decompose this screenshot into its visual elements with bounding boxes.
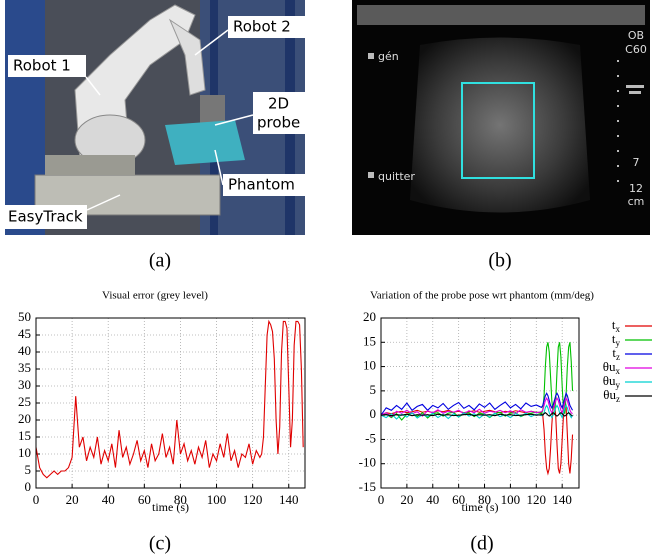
x-tick-label: 140 [552,492,572,507]
x-tick-label: 100 [501,492,521,507]
x-tick-label: 80 [174,492,187,507]
y-tick-label: 20 [363,309,376,324]
y-tick-label: 5 [370,382,377,397]
photo-label: EasyTrack [8,208,83,226]
data-line [380,412,573,417]
photo-label: 2D [268,95,289,113]
x-tick-label: 0 [378,492,385,507]
x-tick-label: 20 [400,492,413,507]
y-tick-label: 10 [18,445,31,460]
caption: (b) [488,250,511,272]
x-axis-label: time (s) [152,500,189,514]
us-text: gén [378,50,399,63]
data-line [35,319,304,479]
x-tick-label: 120 [527,492,547,507]
us-text: cm [628,195,645,208]
photo-label: Robot 1 [13,57,71,75]
y-tick-label: -15 [359,479,376,494]
plot-frame [35,317,306,489]
y-tick-label: 0 [25,479,32,494]
y-tick-label: 40 [18,343,31,358]
caption: (d) [470,533,493,555]
x-tick-label: 100 [207,492,227,507]
x-axis-label: time (s) [462,500,499,514]
photo-label: Phantom [228,176,295,194]
legend-label: θux [603,359,621,376]
data-line [380,396,573,418]
x-tick-label: 120 [243,492,263,507]
y-tick-label: 30 [18,377,31,392]
photo-label: probe [257,114,300,132]
x-tick-label: 60 [452,492,465,507]
y-tick-label: 45 [18,326,31,341]
legend-label: θuy [603,373,621,390]
y-tick-label: 20 [18,411,31,426]
data-line [380,391,574,416]
x-tick-label: 140 [279,492,299,507]
chart-title: Variation of the probe pose wrt phantom … [370,290,594,302]
y-tick-label: 15 [18,428,31,443]
us-text: OB [628,29,644,42]
photo-label: Robot 2 [233,18,291,36]
x-tick-label: 80 [478,492,491,507]
caption: (a) [149,250,171,272]
x-tick-label: 40 [426,492,439,507]
us-text: quitter [378,170,415,183]
caption: (c) [149,533,171,555]
y-tick-label: -5 [365,430,376,445]
us-text: 7 [633,156,640,169]
y-tick-label: 15 [363,333,376,348]
y-tick-label: 10 [363,358,376,373]
y-tick-label: -10 [359,455,376,470]
y-tick-label: 35 [18,360,31,375]
x-tick-label: 0 [33,492,40,507]
y-tick-label: 25 [18,394,31,409]
chart-title: Visual error (grey level) [102,290,208,302]
us-text: 12 [629,182,643,195]
plot-frame [380,317,580,489]
x-tick-label: 60 [138,492,151,507]
y-tick-label: 5 [25,462,32,477]
legend-label: tz [612,345,620,362]
y-tick-label: 50 [18,309,31,324]
legend-label: θuz [603,387,620,404]
legend-label: tx [612,317,621,334]
y-tick-label: 0 [370,406,377,421]
photo-a: Robot 1 Robot 2 2D probe Phantom EasyTra… [5,0,309,235]
legend-label: ty [612,331,621,348]
x-tick-label: 40 [102,492,115,507]
us-text: C60 [625,43,647,56]
x-tick-label: 20 [66,492,79,507]
ultrasound-b: gén quitter OB C60 7 12 cm [352,0,650,235]
